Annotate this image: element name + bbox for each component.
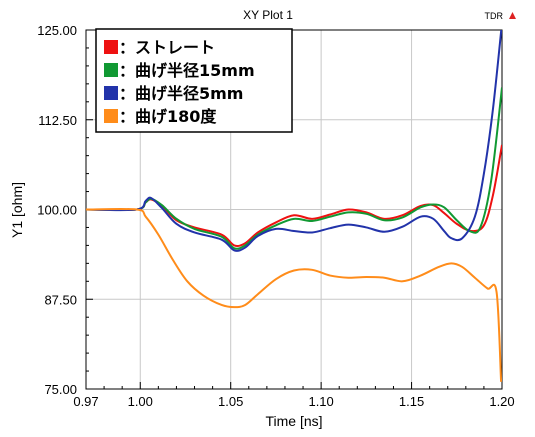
y-axis-label: Y1 [ohm]	[9, 182, 25, 238]
legend-box	[95, 28, 293, 133]
axis-ticks: 0.97 1.00 1.05 1.10 1.15 1.20 75.00 87.50 100.00…	[37, 23, 514, 409]
x-axis-label: Time [ns]	[265, 413, 322, 429]
x-tick-label: 1.05	[218, 394, 243, 409]
legend: ：ストレート ：曲げ半径15mm ：曲げ半径5mm ：曲げ180度	[95, 28, 293, 133]
x-tick-label: 0.97	[73, 394, 98, 409]
tdr-label: TDR	[485, 11, 504, 21]
x-tick-label: 1.20	[489, 394, 514, 409]
legend-swatch-3	[104, 86, 118, 100]
x-tick-label: 1.15	[399, 394, 424, 409]
x-tick-label: 1.10	[308, 394, 333, 409]
series-line-2	[86, 87, 502, 250]
y-tick-label: 100.00	[37, 203, 77, 218]
legend-label-1: ：ストレート	[119, 38, 215, 57]
y-tick-label: 112.50	[38, 113, 77, 128]
y-tick-label: 125.00	[37, 23, 77, 38]
legend-label-2: ：曲げ半径15mm	[119, 61, 255, 80]
legend-label-4: ：曲げ180度	[119, 107, 217, 126]
triangle-marker-icon	[509, 12, 516, 19]
series-lines	[86, 30, 502, 382]
y-tick-label: 87.50	[44, 292, 77, 307]
series-line-3	[86, 30, 502, 252]
legend-swatch-4	[104, 109, 118, 123]
y-tick-label: 75.00	[44, 382, 77, 397]
x-tick-label: 1.00	[128, 394, 153, 409]
legend-swatch-1	[104, 40, 118, 54]
legend-label-3: ：曲げ半径5mm	[119, 84, 243, 103]
legend-swatch-2	[104, 63, 118, 77]
chart-title: XY Plot 1	[243, 8, 293, 22]
series-line-4	[86, 207, 502, 382]
